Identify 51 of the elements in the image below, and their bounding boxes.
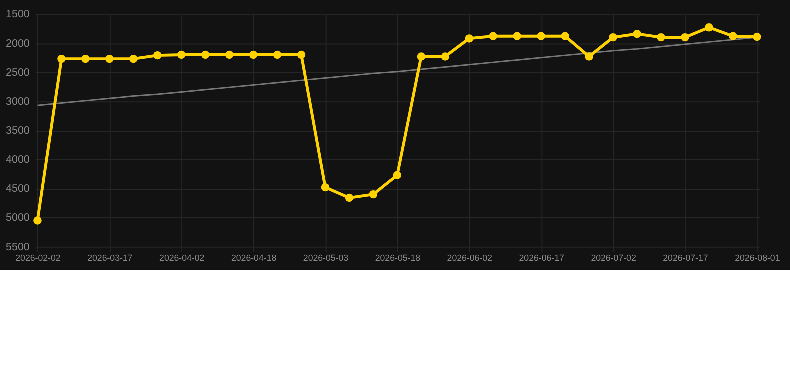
point [657,33,666,42]
x-tick-label: 2026-04-02 [160,253,205,264]
point [82,54,90,64]
y-tick-label: 3000 [6,96,30,108]
y-tick-label: 4500 [6,183,30,196]
point [705,24,714,32]
point [633,30,642,38]
point [154,51,162,60]
point [681,33,690,42]
x-tick-label: 2026-05-03 [303,253,349,264]
point [729,32,738,40]
x-tick-label: 2026-08-01 [735,253,780,264]
point [273,50,282,60]
y-tick-label: 2500 [6,66,30,79]
y-tick-label: 4000 [6,154,30,166]
x-tick-label: 2026-06-02 [447,253,493,264]
y-tick-label: 2000 [6,38,30,50]
y-tick-label: 3500 [6,125,30,138]
x-tick-label: 2026-05-18 [375,253,421,264]
point [489,32,498,40]
point [393,171,402,180]
point [513,32,522,40]
point [753,32,762,42]
point [34,216,42,225]
x-tick-label: 2026-03-17 [88,253,133,264]
x-tick-label: 2026-06-17 [519,253,564,264]
point [345,194,354,202]
point [178,50,186,60]
point [106,54,114,64]
y-tick-label: 5500 [6,241,30,254]
x-tick-label: 2026-02-02 [16,253,61,264]
point [249,50,258,60]
point [369,190,378,199]
point [297,50,306,60]
point [417,52,426,61]
x-tick-label: 2026-04-18 [231,253,277,264]
point [609,33,618,42]
point [225,50,234,60]
point [537,32,546,40]
point [58,54,66,64]
point [465,34,474,43]
x-tick-label: 2026-07-02 [591,253,636,264]
point [321,183,330,192]
point [585,52,594,61]
y-tick-label: 5000 [6,212,30,224]
y-tick-label: 1500 [6,8,30,21]
point [130,54,138,64]
point [441,52,450,61]
point [201,50,210,60]
point [561,32,570,40]
x-tick-label: 2026-07-17 [663,253,708,264]
